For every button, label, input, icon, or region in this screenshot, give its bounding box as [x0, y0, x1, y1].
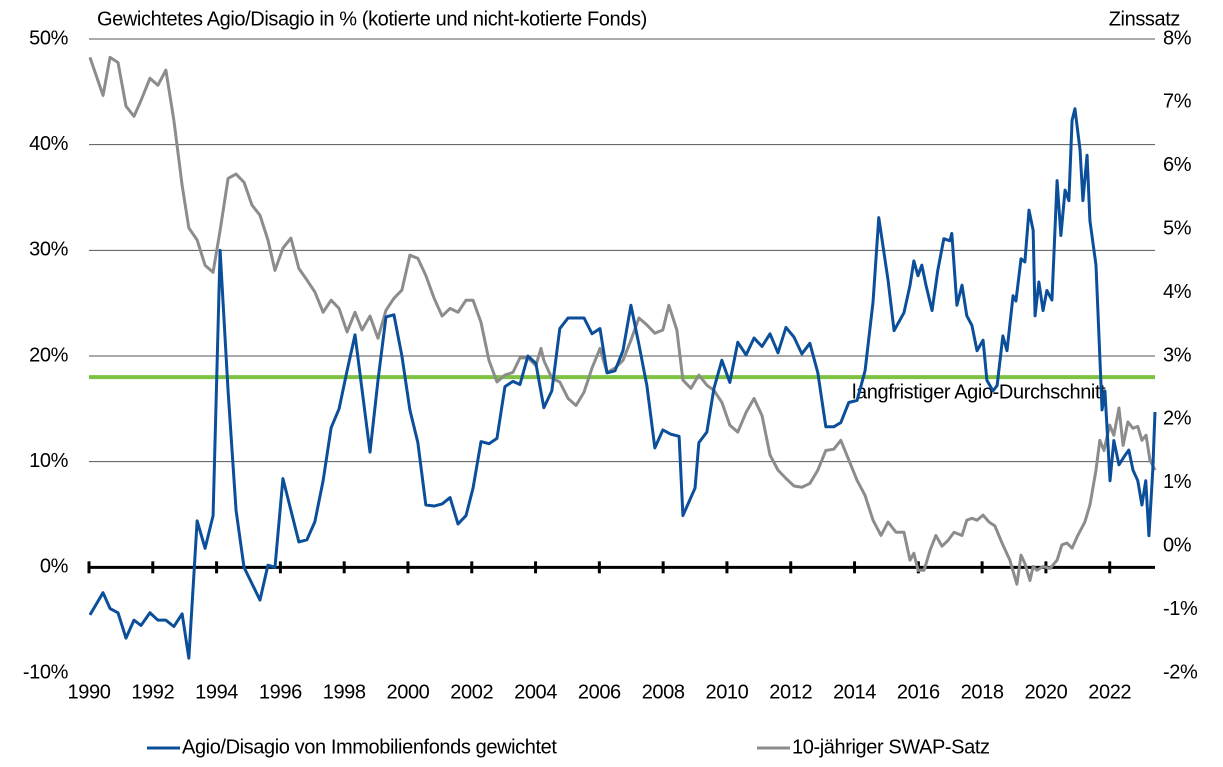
x-tick-label: 1998 — [323, 681, 366, 703]
y2-tick-label: -2% — [1163, 661, 1198, 683]
y2-tick-label: 2% — [1163, 408, 1192, 430]
y-tick-label: 50% — [29, 27, 68, 49]
x-tick-label: 2018 — [961, 681, 1004, 703]
series-line — [88, 55, 1157, 586]
y-tick-label: 40% — [29, 133, 68, 155]
reference-label: langfristiger Agio-Durchschnitt — [852, 381, 1106, 403]
x-tick-label: 2022 — [1088, 681, 1131, 703]
chart-title: Gewichtetes Agio/Disagio in % (kotierte … — [97, 8, 647, 30]
y2-tick-label: 3% — [1163, 344, 1192, 366]
x-tick-label: 2010 — [705, 681, 748, 703]
x-tick-label: 2000 — [387, 681, 430, 703]
x-tick-label: 2012 — [769, 681, 812, 703]
y2-tick-label: 7% — [1163, 91, 1192, 113]
y2-tick-label: 8% — [1163, 27, 1192, 49]
y2-tick-label: -1% — [1163, 598, 1198, 620]
x-tick-label: 2014 — [833, 681, 876, 703]
y-tick-label: 10% — [29, 450, 68, 472]
legend-label: 10-jähriger SWAP-Satz — [792, 736, 990, 758]
y2-tick-label: 4% — [1163, 281, 1192, 303]
x-tick-label: 2016 — [897, 681, 940, 703]
x-tick-label: 1990 — [68, 681, 111, 703]
x-tick-label: 1992 — [131, 681, 174, 703]
x-tick-label: 2006 — [578, 681, 621, 703]
y2-tick-label: 0% — [1163, 534, 1192, 556]
x-tick-label: 1994 — [195, 681, 238, 703]
y2-axis-title: Zinssatz — [1109, 8, 1180, 30]
y-tick-label: 20% — [29, 344, 68, 366]
y2-tick-label: 6% — [1163, 154, 1192, 176]
y-tick-label: 30% — [29, 239, 68, 261]
x-tick-label: 1996 — [259, 681, 302, 703]
legend-label: Agio/Disagio von Immobilienfonds gewicht… — [182, 736, 557, 758]
x-tick-label: 2008 — [642, 681, 685, 703]
y2-tick-label: 1% — [1163, 471, 1192, 493]
y-tick-label: -10% — [23, 661, 69, 683]
x-tick-label: 2004 — [514, 681, 557, 703]
y-tick-label: 0% — [40, 556, 69, 578]
x-tick-label: 2020 — [1024, 681, 1067, 703]
series-line — [88, 107, 1157, 660]
x-tick-label: 2002 — [450, 681, 493, 703]
y2-tick-label: 5% — [1163, 217, 1192, 239]
